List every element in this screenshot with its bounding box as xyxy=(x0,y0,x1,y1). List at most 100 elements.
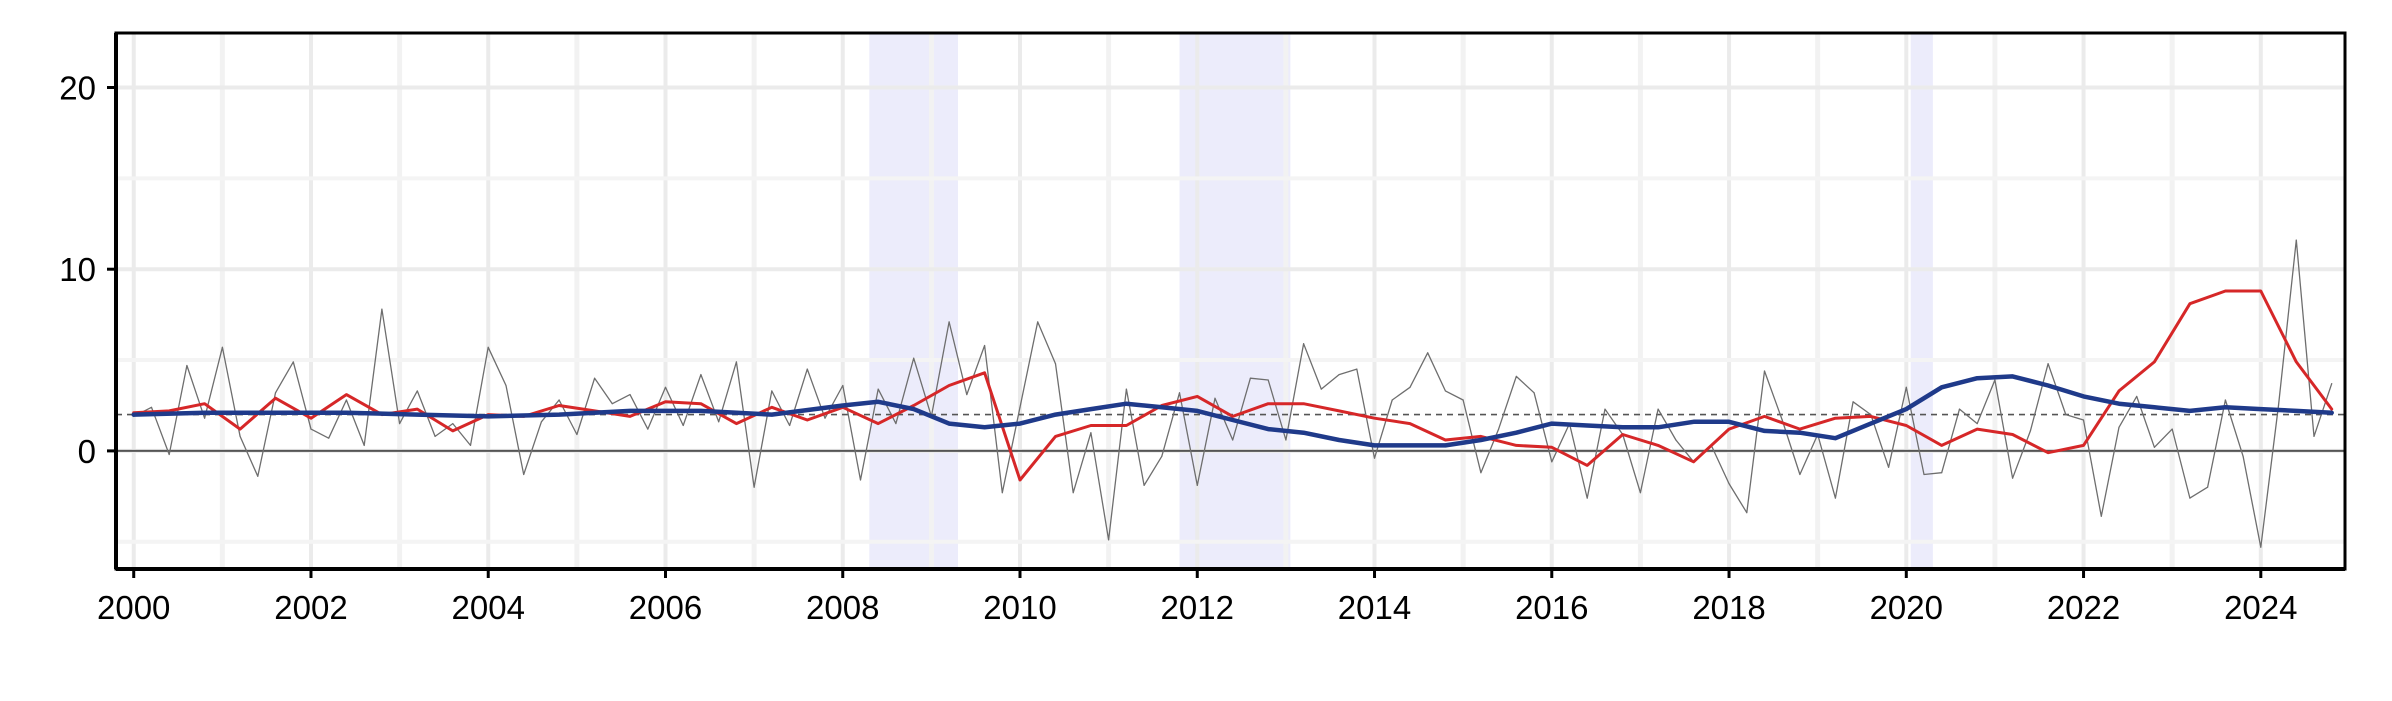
series-2-point xyxy=(2260,408,2262,410)
series-0-point xyxy=(540,421,543,423)
series-2-point xyxy=(345,412,348,414)
series-0-point xyxy=(1498,428,1500,430)
series-1-point xyxy=(806,419,808,421)
series-0-point xyxy=(700,373,702,376)
series-1-point xyxy=(1834,417,1836,419)
series-0-point xyxy=(1356,368,1358,370)
series-2-point xyxy=(1976,377,1978,379)
series-2-point xyxy=(558,413,560,416)
x-tick-label: 2002 xyxy=(274,589,347,626)
series-1-point xyxy=(983,372,986,374)
series-0-point xyxy=(434,435,436,437)
series-0-point xyxy=(948,321,950,323)
series-0-point xyxy=(1232,439,1234,441)
series-0-point xyxy=(274,392,277,394)
x-tick-label: 2016 xyxy=(1515,589,1588,626)
series-2-point xyxy=(2047,384,2049,387)
series-0-point xyxy=(877,388,879,390)
series-0-point xyxy=(2136,395,2138,397)
series-2-point xyxy=(1054,413,1057,416)
series-0-point xyxy=(1586,497,1588,499)
series-0-point xyxy=(664,386,667,388)
series-1-point xyxy=(1232,415,1234,417)
series-0-point xyxy=(859,479,862,481)
series-0-point xyxy=(1178,392,1181,394)
series-1-point xyxy=(2012,433,2014,436)
series-0-point xyxy=(1834,497,1836,499)
series-0-point xyxy=(1870,413,1872,416)
series-0-point xyxy=(1037,321,1039,323)
series-0-point xyxy=(452,423,454,425)
shaded-period-2 xyxy=(1910,33,1933,569)
series-2-point xyxy=(1338,439,1340,441)
series-0-point xyxy=(150,406,153,408)
series-2-point xyxy=(1551,423,1553,425)
series-0-point xyxy=(1799,473,1801,476)
series-0-point xyxy=(1196,484,1198,487)
series-2-point xyxy=(983,426,986,428)
series-1-point xyxy=(1338,410,1340,412)
series-0-point xyxy=(1746,512,1748,514)
series-2-point xyxy=(2118,403,2120,405)
series-1-point xyxy=(700,403,702,405)
series-1-point xyxy=(2082,444,2085,447)
series-0-point xyxy=(1462,399,1464,401)
series-2-point xyxy=(629,410,631,412)
series-0-point xyxy=(593,377,596,379)
series-0-point xyxy=(204,417,206,419)
series-1-point xyxy=(1905,424,1907,427)
x-tick-label: 2024 xyxy=(2224,589,2297,626)
series-1-point xyxy=(877,423,879,425)
series-2-point xyxy=(1657,426,1659,428)
series-2-point xyxy=(1728,421,1730,423)
series-0-point xyxy=(381,308,383,310)
x-tick-label: 2000 xyxy=(97,589,170,626)
series-2-point xyxy=(1905,408,1907,410)
series-0-point xyxy=(1001,492,1003,494)
series-2-point xyxy=(1444,444,1447,447)
series-2-point xyxy=(274,412,277,414)
series-0-point xyxy=(1639,492,1642,494)
series-1-point xyxy=(1622,433,1624,436)
series-0-point xyxy=(735,361,737,363)
series-0-point xyxy=(895,423,897,425)
series-0-point xyxy=(1090,432,1092,434)
series-0-point xyxy=(2082,419,2085,421)
y-tick-label: 0 xyxy=(78,433,96,470)
series-1-point xyxy=(2153,361,2156,363)
series-1-point xyxy=(2224,290,2226,292)
series-1-point xyxy=(664,401,667,403)
series-0-point xyxy=(718,421,720,423)
series-0-point xyxy=(1072,492,1074,494)
series-0-point xyxy=(487,346,489,348)
series-2-point xyxy=(1267,428,1269,430)
series-0-point xyxy=(966,393,968,396)
series-2-point xyxy=(877,401,879,403)
series-0-point xyxy=(558,399,560,401)
series-1-point xyxy=(1799,428,1801,430)
series-0-point xyxy=(753,486,755,488)
series-0-point xyxy=(168,453,170,456)
x-tick-label: 2012 xyxy=(1161,589,1234,626)
y-tick-label: 20 xyxy=(59,70,96,107)
series-0-point xyxy=(310,428,312,430)
series-0-point xyxy=(842,384,844,387)
x-tick-label: 2008 xyxy=(806,589,879,626)
series-1-point xyxy=(1692,461,1695,463)
series-1-point xyxy=(1515,444,1517,447)
series-1-point xyxy=(1409,423,1411,425)
series-0-point xyxy=(1019,406,1021,408)
series-0-point xyxy=(505,384,507,387)
series-0-point xyxy=(1923,473,1925,476)
series-0-point xyxy=(1781,419,1783,421)
series-0-point xyxy=(1285,439,1287,441)
series-0-point xyxy=(1125,388,1127,390)
x-tick-label: 2004 xyxy=(452,589,525,626)
series-0-point xyxy=(1391,399,1393,401)
series-2-point xyxy=(2082,395,2085,397)
x-tick-label: 2010 xyxy=(983,589,1056,626)
series-1-point xyxy=(1657,444,1659,447)
series-0-point xyxy=(913,357,915,359)
series-0-point xyxy=(1143,484,1145,487)
